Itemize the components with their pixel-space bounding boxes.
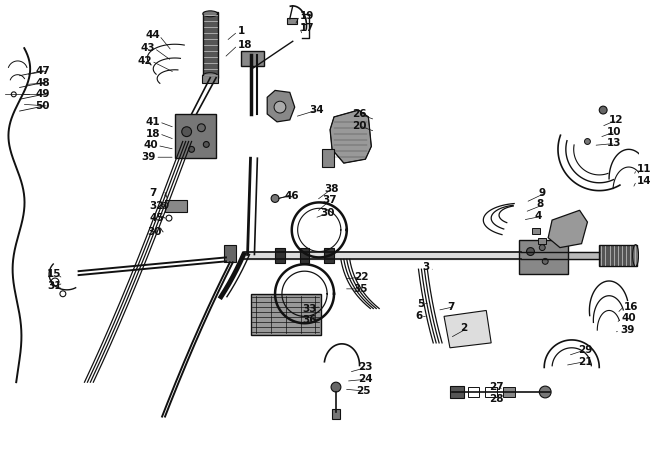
Circle shape xyxy=(203,141,209,148)
Text: 13: 13 xyxy=(607,139,621,148)
Text: 45: 45 xyxy=(150,213,164,223)
Text: 34: 34 xyxy=(309,105,324,115)
Text: 7: 7 xyxy=(150,188,157,198)
Polygon shape xyxy=(267,90,294,122)
Text: 32: 32 xyxy=(150,201,164,212)
Polygon shape xyxy=(548,210,588,248)
Circle shape xyxy=(542,258,548,264)
Text: 1: 1 xyxy=(238,27,245,36)
Text: 39: 39 xyxy=(620,325,634,335)
Text: 15: 15 xyxy=(47,269,62,279)
Text: 41: 41 xyxy=(146,117,160,127)
Bar xyxy=(165,200,187,212)
Polygon shape xyxy=(444,310,491,348)
Polygon shape xyxy=(330,110,371,163)
Text: 7: 7 xyxy=(447,302,454,311)
Text: 40: 40 xyxy=(622,313,636,324)
Circle shape xyxy=(271,194,279,202)
Text: 11: 11 xyxy=(636,164,650,174)
Text: 6: 6 xyxy=(415,311,423,321)
Text: 16: 16 xyxy=(624,302,638,311)
Circle shape xyxy=(198,124,205,132)
Text: 4: 4 xyxy=(534,211,542,221)
Bar xyxy=(287,18,296,23)
Text: 42: 42 xyxy=(138,56,152,66)
Bar xyxy=(322,149,334,167)
Circle shape xyxy=(182,127,192,137)
Circle shape xyxy=(274,101,286,113)
Bar xyxy=(532,228,540,234)
Text: 47: 47 xyxy=(35,66,50,76)
Bar xyxy=(324,248,334,263)
Bar xyxy=(519,240,568,274)
Circle shape xyxy=(526,248,534,256)
Bar xyxy=(175,114,216,158)
Text: 25: 25 xyxy=(357,386,371,396)
Bar xyxy=(332,409,340,419)
Bar xyxy=(300,248,309,263)
Text: 40: 40 xyxy=(144,140,158,150)
Text: 5: 5 xyxy=(417,299,424,309)
Text: 14: 14 xyxy=(636,176,650,186)
Text: 20: 20 xyxy=(352,121,366,131)
Text: 46: 46 xyxy=(285,190,300,201)
Text: 44: 44 xyxy=(146,31,160,40)
Circle shape xyxy=(540,245,545,251)
Bar xyxy=(450,386,463,398)
Text: 2: 2 xyxy=(460,323,467,333)
Text: 48: 48 xyxy=(35,77,50,88)
Bar xyxy=(503,387,515,397)
Text: 19: 19 xyxy=(300,11,314,21)
Circle shape xyxy=(188,146,194,152)
Ellipse shape xyxy=(203,11,218,17)
Text: 37: 37 xyxy=(322,195,337,206)
Text: 38: 38 xyxy=(324,184,339,194)
Text: 23: 23 xyxy=(359,362,373,373)
Text: 26: 26 xyxy=(352,109,366,119)
Text: 35: 35 xyxy=(354,284,368,294)
Text: 28: 28 xyxy=(489,394,504,404)
Text: 27: 27 xyxy=(489,382,504,392)
Text: 49: 49 xyxy=(35,90,50,99)
Bar xyxy=(467,387,480,397)
Text: 33: 33 xyxy=(302,303,317,314)
Text: 17: 17 xyxy=(300,22,314,32)
Ellipse shape xyxy=(203,73,218,79)
Text: 36: 36 xyxy=(302,315,317,325)
Circle shape xyxy=(599,106,607,114)
Text: 22: 22 xyxy=(354,272,368,282)
Bar xyxy=(599,245,636,266)
Bar xyxy=(538,238,546,243)
Ellipse shape xyxy=(632,245,638,266)
Text: 3: 3 xyxy=(422,262,430,272)
Text: 12: 12 xyxy=(609,115,623,125)
Text: 18: 18 xyxy=(146,129,160,139)
Bar xyxy=(250,294,321,335)
Text: 18: 18 xyxy=(238,40,252,50)
Text: 43: 43 xyxy=(140,43,155,53)
Circle shape xyxy=(540,386,551,398)
Text: 39: 39 xyxy=(142,152,156,162)
Circle shape xyxy=(584,139,590,144)
Bar xyxy=(203,12,218,78)
Text: 50: 50 xyxy=(35,101,50,111)
Bar xyxy=(275,248,285,263)
Text: 8: 8 xyxy=(536,199,543,209)
Bar xyxy=(202,75,218,82)
Text: 9: 9 xyxy=(538,188,545,198)
Text: 10: 10 xyxy=(607,126,621,137)
Text: 21: 21 xyxy=(578,356,592,367)
Bar xyxy=(486,387,497,397)
Bar xyxy=(240,51,265,66)
Bar xyxy=(224,245,236,262)
Text: 24: 24 xyxy=(359,374,373,384)
Text: 29: 29 xyxy=(578,345,592,355)
Text: 30: 30 xyxy=(320,208,335,218)
Text: 31: 31 xyxy=(47,281,62,291)
Circle shape xyxy=(331,382,341,392)
Text: 30: 30 xyxy=(148,227,162,237)
